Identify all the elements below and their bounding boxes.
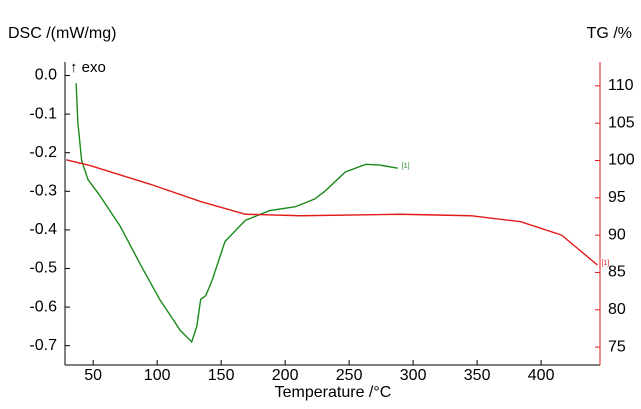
y2-tick-label: 105 xyxy=(608,114,635,131)
data-line xyxy=(66,159,598,266)
data-line xyxy=(75,83,398,344)
y-tick-label: -0.5 xyxy=(29,260,57,277)
y2-tick-label: 75 xyxy=(608,338,626,355)
x-tick-label: 100 xyxy=(144,367,171,384)
x-tick-label: 250 xyxy=(336,367,363,384)
x-tick-label: 150 xyxy=(208,367,235,384)
y-tick-label: -0.7 xyxy=(29,337,57,354)
y2-tick-label: 80 xyxy=(608,301,626,318)
x-tick-label: 350 xyxy=(464,367,491,384)
y-tick-label: -0.1 xyxy=(29,105,57,122)
annotation: ↑ exo xyxy=(70,59,106,76)
x-tick-label: 400 xyxy=(528,367,555,384)
y2-tick-label: 100 xyxy=(608,152,635,169)
y-axis-title: DSC /(mW/mg) xyxy=(8,25,116,42)
end-label: [1] xyxy=(402,163,410,170)
y2-axis-title: TG /% xyxy=(587,25,632,42)
y2-tick-label: 85 xyxy=(608,264,626,281)
x-axis-title: Temperature /°C xyxy=(275,384,392,401)
y2-tick-label: 90 xyxy=(608,226,626,243)
y-tick-label: -0.2 xyxy=(29,144,57,161)
end-label: [1] xyxy=(601,260,609,267)
y-tick-label: -0.6 xyxy=(29,298,57,315)
y-tick-label: -0.3 xyxy=(29,183,57,200)
y2-tick-label: 110 xyxy=(608,77,634,94)
y-tick-label: -0.4 xyxy=(29,221,57,238)
y2-tick-label: 95 xyxy=(608,189,626,206)
y-tick-label: 0.0 xyxy=(35,67,57,84)
x-tick-label: 50 xyxy=(84,367,102,384)
x-tick-label: 300 xyxy=(400,367,427,384)
x-tick-label: 200 xyxy=(272,367,299,384)
